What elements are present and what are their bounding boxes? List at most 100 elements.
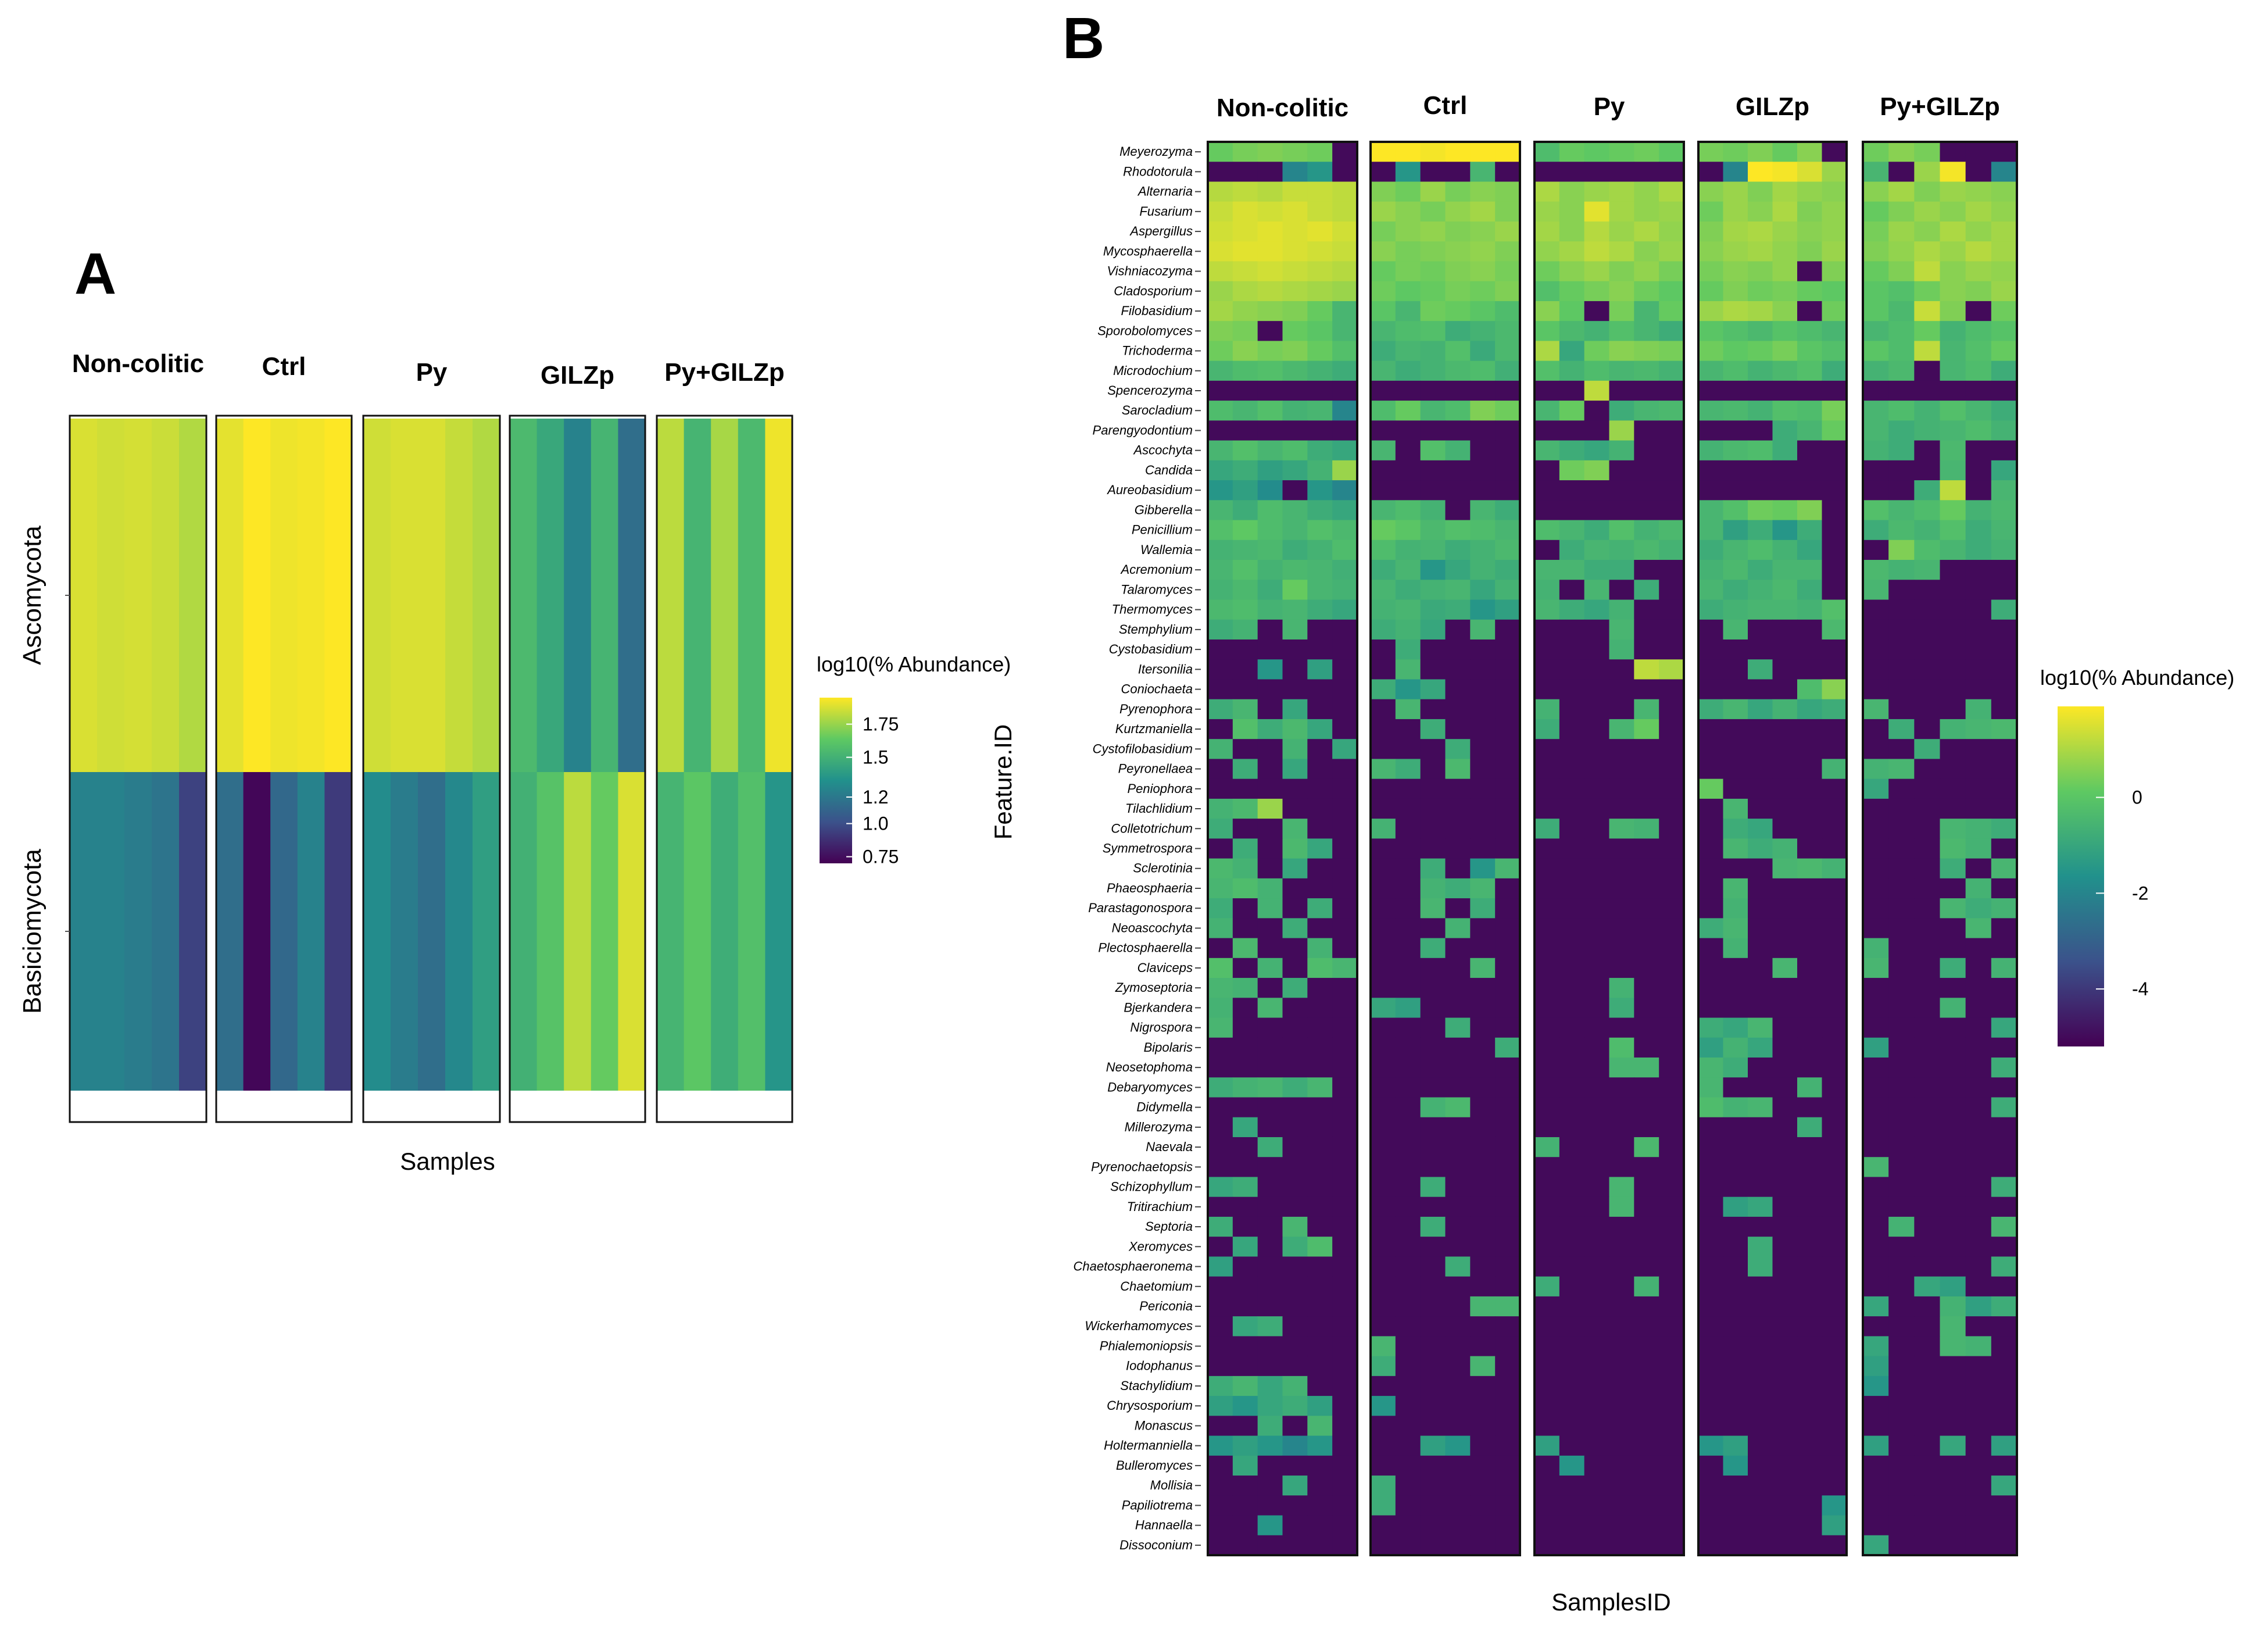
heatmap-cell: [1534, 1276, 1560, 1297]
heatmap-cell: [1797, 978, 1823, 998]
heatmap-cell: [1822, 878, 1847, 899]
heatmap-cell: [1659, 360, 1684, 381]
heatmap-cell: [1965, 341, 1992, 362]
heatmap-cell: [1863, 958, 1889, 978]
heatmap-cell: [1534, 858, 1560, 879]
heatmap-cell: [1445, 1137, 1471, 1158]
heatmap-cell: [1659, 241, 1684, 262]
heatmap-cell: [1822, 1515, 1847, 1536]
heatmap-cell: [1420, 321, 1446, 341]
heatmap-cell: [1822, 520, 1847, 541]
heatmap-cell: [1914, 540, 1941, 560]
heatmap-cell: [1748, 1476, 1773, 1496]
heatmap-cell: [445, 419, 473, 772]
heatmap-cell: [1748, 201, 1773, 222]
heatmap-cell: [1420, 1416, 1446, 1437]
group-label: Py: [1594, 92, 1625, 121]
heatmap-cell: [1940, 500, 1966, 521]
heatmap-cell: [1634, 659, 1659, 680]
heatmap-cell: [1863, 1256, 1889, 1277]
row-label: Mollisia: [1150, 1478, 1193, 1492]
heatmap-cell: [1965, 1037, 1992, 1058]
heatmap-cell: [97, 419, 125, 772]
heatmap-cell: [1534, 460, 1560, 481]
heatmap-cell: [445, 772, 473, 1091]
heatmap-cell: [1634, 898, 1659, 919]
heatmap-cell: [1914, 580, 1941, 601]
heatmap-cell: [1420, 819, 1446, 839]
heatmap-cell: [1698, 480, 1724, 501]
heatmap-cell: [1822, 321, 1847, 341]
heatmap-cell: [1371, 460, 1396, 481]
heatmap-cell: [1698, 1196, 1724, 1217]
heatmap-cell: [1332, 878, 1358, 899]
heatmap-cell: [1797, 1396, 1823, 1416]
heatmap-cell: [1420, 918, 1446, 939]
heatmap-cell: [1559, 1535, 1585, 1556]
heatmap-cell: [1332, 1117, 1358, 1138]
heatmap-cell: [1698, 1535, 1724, 1556]
heatmap-cell: [1534, 998, 1560, 1019]
heatmap-cell: [1470, 819, 1496, 839]
heatmap-cell: [1559, 401, 1585, 421]
heatmap-cell: [1991, 1376, 2017, 1396]
heatmap-cell: [1470, 1077, 1496, 1098]
heatmap-cell: [1257, 639, 1283, 660]
heatmap-cell: [1208, 1455, 1233, 1476]
heatmap-cell: [1371, 798, 1396, 819]
heatmap-cell: [1698, 1356, 1724, 1377]
heatmap-cell: [1822, 1097, 1847, 1118]
heatmap-cell: [1772, 819, 1798, 839]
heatmap-cell: [1257, 1356, 1283, 1377]
heatmap-cell: [1445, 1376, 1471, 1396]
heatmap-cell: [1371, 619, 1396, 640]
heatmap-cell: [1659, 719, 1684, 740]
heatmap-cell: [1940, 1356, 1966, 1377]
heatmap-cell: [1307, 679, 1333, 700]
heatmap-cell: [1232, 1256, 1258, 1277]
heatmap-cell: [1772, 1396, 1798, 1416]
heatmap-cell: [1445, 560, 1471, 580]
heatmap-cell: [1659, 1316, 1684, 1337]
heatmap-cell: [1332, 341, 1358, 362]
heatmap-cell: [1914, 1535, 1941, 1556]
heatmap-cell: [1282, 1356, 1308, 1377]
heatmap-cell: [1495, 1396, 1521, 1416]
heatmap-cell: [1208, 679, 1233, 700]
heatmap-cell: [1698, 1097, 1724, 1118]
heatmap-cell: [1307, 301, 1333, 321]
heatmap-cell: [1634, 878, 1659, 899]
heatmap-cell: [1559, 360, 1585, 381]
heatmap-cell: [1232, 1435, 1258, 1456]
heatmap-cell: [1559, 341, 1585, 362]
heatmap-cell: [1534, 838, 1560, 859]
heatmap-cell: [1797, 898, 1823, 919]
heatmap-cell: [1914, 918, 1941, 939]
heatmap-cell: [1772, 1296, 1798, 1317]
heatmap-cell: [1888, 281, 1915, 302]
heatmap-cell: [1282, 221, 1308, 242]
heatmap-cell: [1282, 1256, 1308, 1277]
heatmap-cell: [1659, 480, 1684, 501]
heatmap-cell: [1863, 1435, 1889, 1456]
heatmap-cell: [1822, 1476, 1847, 1496]
heatmap-cell: [1888, 798, 1915, 819]
heatmap-cell: [1723, 1356, 1748, 1377]
heatmap-cell: [1282, 1157, 1308, 1178]
heatmap-cell: [1445, 958, 1471, 978]
heatmap-cell: [1822, 838, 1847, 859]
heatmap-cell: [1888, 1117, 1915, 1138]
heatmap-cell: [324, 772, 352, 1091]
heatmap-cell: [1822, 719, 1847, 740]
heatmap-cell: [1888, 1256, 1915, 1277]
heatmap-cell: [1559, 1455, 1585, 1476]
heatmap-cell: [1914, 1476, 1941, 1496]
heatmap-cell: [1634, 520, 1659, 541]
heatmap-cell: [1584, 520, 1610, 541]
heatmap-cell: [1609, 1515, 1634, 1536]
heatmap-cell: [1420, 739, 1446, 760]
heatmap-cell: [1470, 1356, 1496, 1377]
heatmap-cell: [1584, 978, 1610, 998]
heatmap-cell: [1257, 321, 1283, 341]
heatmap-cell: [1822, 619, 1847, 640]
